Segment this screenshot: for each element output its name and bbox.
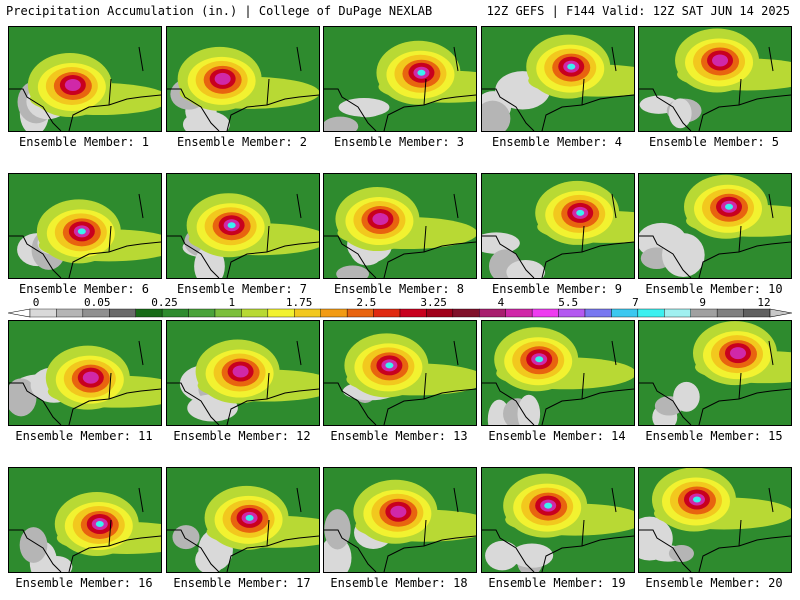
member-map-17 bbox=[166, 467, 320, 573]
colorbar-swatch bbox=[716, 308, 744, 318]
member-label: Ensemble Member: 6 bbox=[18, 282, 150, 296]
colorbar-swatch bbox=[743, 308, 771, 318]
colorbar-swatch bbox=[399, 308, 427, 318]
member-map-2 bbox=[166, 26, 320, 132]
colorbar-tick-label: 1.75 bbox=[285, 296, 313, 309]
member-map-7 bbox=[166, 173, 320, 279]
member-label: Ensemble Member: 11 bbox=[15, 429, 153, 443]
member-map-9 bbox=[481, 173, 635, 279]
colorbar-swatch bbox=[56, 308, 84, 318]
colorbar-swatch bbox=[188, 308, 216, 318]
colorbar-over-arrow bbox=[769, 308, 792, 318]
member-label: Ensemble Member: 3 bbox=[333, 135, 465, 149]
colorbar-swatch bbox=[558, 308, 586, 318]
page-title: Precipitation Accumulation (in.) | Colle… bbox=[6, 4, 433, 18]
member-map-20 bbox=[638, 467, 792, 573]
member-label: Ensemble Member: 5 bbox=[648, 135, 780, 149]
member-map-13 bbox=[323, 320, 477, 426]
colorbar-swatch bbox=[452, 308, 480, 318]
colorbar-swatch bbox=[267, 308, 295, 318]
member-label: Ensemble Member: 15 bbox=[645, 429, 783, 443]
colorbar-tick-label: 9 bbox=[699, 296, 707, 309]
colorbar-swatch bbox=[611, 308, 639, 318]
colorbar-tick-label: 5.5 bbox=[558, 296, 579, 309]
colorbar-tick-label: 2.5 bbox=[356, 296, 377, 309]
colorbar-swatch bbox=[135, 308, 163, 318]
member-label: Ensemble Member: 14 bbox=[488, 429, 626, 443]
member-label: Ensemble Member: 9 bbox=[491, 282, 623, 296]
colorbar-swatch bbox=[479, 308, 506, 318]
colorbar-swatch bbox=[294, 308, 321, 318]
member-map-18 bbox=[323, 467, 477, 573]
colorbar-swatch bbox=[161, 308, 189, 318]
member-label: Ensemble Member: 16 bbox=[15, 576, 153, 590]
member-map-16 bbox=[8, 467, 162, 573]
colorbar-swatch bbox=[29, 308, 57, 318]
member-label: Ensemble Member: 10 bbox=[645, 282, 783, 296]
colorbar-swatch bbox=[426, 308, 454, 318]
colorbar-swatch bbox=[505, 308, 533, 318]
member-label: Ensemble Member: 8 bbox=[333, 282, 465, 296]
member-label: Ensemble Member: 19 bbox=[488, 576, 626, 590]
member-label: Ensemble Member: 13 bbox=[330, 429, 468, 443]
colorbar-swatch bbox=[346, 308, 374, 318]
member-map-12 bbox=[166, 320, 320, 426]
colorbar-swatch bbox=[584, 308, 612, 318]
member-map-6 bbox=[8, 173, 162, 279]
colorbar-swatch bbox=[320, 308, 348, 318]
member-label: Ensemble Member: 18 bbox=[330, 576, 468, 590]
member-map-15 bbox=[638, 320, 792, 426]
colorbar-swatch bbox=[373, 308, 401, 318]
colorbar-legend bbox=[8, 308, 792, 318]
member-label: Ensemble Member: 2 bbox=[176, 135, 308, 149]
colorbar-swatch bbox=[82, 308, 110, 318]
colorbar-tick-label: 0 bbox=[32, 296, 40, 309]
colorbar-tick-label: 12 bbox=[757, 296, 771, 309]
member-label: Ensemble Member: 4 bbox=[491, 135, 623, 149]
colorbar-under-arrow bbox=[8, 308, 31, 318]
member-label: Ensemble Member: 1 bbox=[18, 135, 150, 149]
member-label: Ensemble Member: 17 bbox=[173, 576, 311, 590]
member-label: Ensemble Member: 12 bbox=[173, 429, 311, 443]
colorbar-swatch bbox=[690, 308, 718, 318]
colorbar-swatch bbox=[531, 308, 559, 318]
member-map-8 bbox=[323, 173, 477, 279]
member-map-3 bbox=[323, 26, 477, 132]
member-map-11 bbox=[8, 320, 162, 426]
member-map-5 bbox=[638, 26, 792, 132]
run-valid-time: 12Z GEFS | F144 Valid: 12Z SAT JUN 14 20… bbox=[486, 4, 790, 18]
member-map-19 bbox=[481, 467, 635, 573]
colorbar-tick-label: 7 bbox=[632, 296, 639, 309]
member-map-4 bbox=[481, 26, 635, 132]
member-label: Ensemble Member: 20 bbox=[645, 576, 783, 590]
member-label: Ensemble Member: 7 bbox=[176, 282, 308, 296]
colorbar-swatch bbox=[637, 308, 665, 318]
colorbar-tick-label: 1 bbox=[228, 296, 236, 309]
member-map-1 bbox=[8, 26, 162, 132]
colorbar-tick-label: 3.25 bbox=[420, 296, 447, 309]
member-map-14 bbox=[481, 320, 635, 426]
colorbar-swatch bbox=[241, 308, 269, 318]
colorbar-tick-label: 0.05 bbox=[84, 296, 111, 309]
colorbar-tick-label: 4 bbox=[497, 296, 505, 309]
member-map-10 bbox=[638, 173, 792, 279]
colorbar-tick-label: 0.25 bbox=[151, 296, 178, 309]
colorbar-swatch bbox=[214, 308, 242, 318]
colorbar-swatch bbox=[109, 308, 136, 318]
colorbar-swatch bbox=[664, 308, 691, 318]
